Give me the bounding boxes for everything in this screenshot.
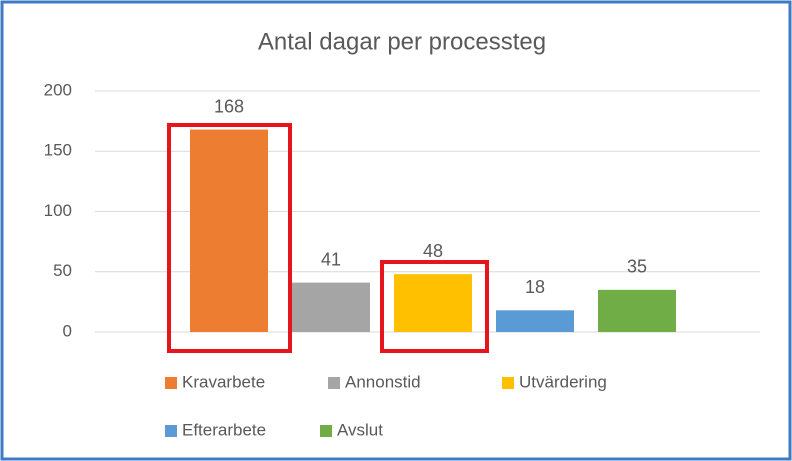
data-label: 168 (214, 96, 244, 116)
legend-swatch (165, 377, 177, 389)
bar (394, 274, 472, 332)
y-tick-label: 100 (44, 201, 72, 220)
legend-swatch (320, 425, 332, 437)
legend-swatch (502, 377, 514, 389)
legend-swatch (165, 425, 177, 437)
legend-label: Avslut (337, 420, 383, 439)
data-label: 35 (627, 257, 647, 277)
y-tick-label: 50 (53, 261, 72, 280)
bar (496, 310, 574, 332)
legend-label: Efterarbete (182, 420, 266, 439)
y-tick-label: 200 (44, 80, 72, 99)
data-label: 48 (423, 241, 443, 261)
data-label: 41 (321, 249, 341, 269)
legend-label: Utvärdering (519, 372, 607, 391)
bar (190, 129, 268, 332)
legend-swatch (328, 377, 340, 389)
legend-label: Annonstid (345, 372, 421, 391)
highlight-box (167, 123, 292, 353)
bar (292, 282, 370, 332)
y-tick-label: 0 (63, 321, 72, 340)
chart-title: Antal dagar per processteg (258, 28, 546, 55)
data-label: 18 (525, 277, 545, 297)
highlight-box (380, 260, 489, 353)
legend-label: Kravarbete (182, 372, 265, 391)
plot: 0 50 100 150 200 168 Kravarbete 41 Annonstid 48 Ut… (44, 80, 760, 439)
y-tick-label: 150 (44, 141, 72, 160)
bar (598, 289, 676, 332)
